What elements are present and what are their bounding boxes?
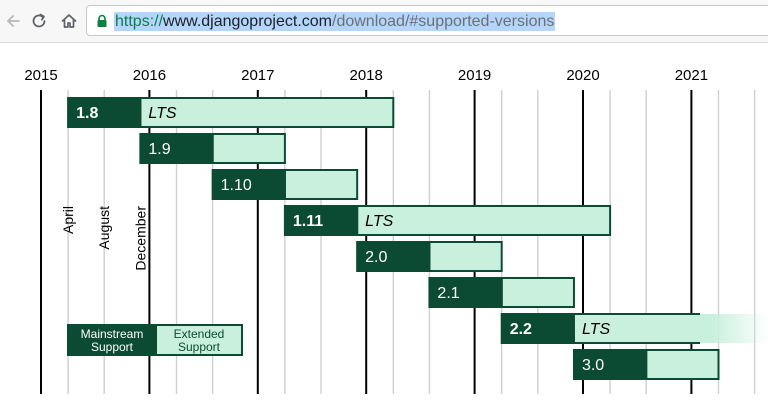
back-arrow-icon [7,15,20,27]
year-label: 2021 [675,67,708,84]
url-scheme: https:// [115,13,164,30]
version-label: 1.10 [221,177,252,194]
release-bar-3-0: 3.0 [572,349,720,380]
release-bars: 1.8 LTS 1.9 1.10 1.11 LTS 2.0 2.1 2.2 LTS 3.0 [67,97,768,380]
lock-icon [97,14,107,27]
year-label: 2020 [566,67,599,84]
mainstream-support-segment [139,133,214,164]
year-label: 2018 [350,67,383,84]
version-label: 1.11 [293,213,323,230]
release-bar-2-0: 2.0 [356,241,503,272]
month-labels: April August December [60,206,148,271]
month-label: August [96,206,112,250]
version-label: 3.0 [582,357,604,374]
reload-button[interactable] [26,6,52,36]
mainstream-support-segment [500,313,575,344]
release-timeline-chart: 2015 2016 2017 2018 2019 2020 2021 April August… [24,67,768,394]
release-bar-2-1: 2.1 [428,277,575,308]
legend-mainstream-swatch [67,324,157,356]
year-label: 2019 [458,67,491,84]
url-text[interactable]: https://www.djangoproject.com/download/#… [114,12,556,31]
mainstream-support-segment [67,97,142,128]
extended-support-segment [211,133,286,164]
mainstream-support-segment [428,277,503,308]
release-bar-1-11: 1.11 LTS [283,205,612,236]
mainstream-support-segment [283,205,359,236]
year-label: 2015 [24,67,57,84]
address-bar[interactable]: https://www.djangoproject.com/download/#… [86,5,768,36]
extended-support-segment [428,241,503,272]
legend-extended-swatch [155,324,243,356]
year-labels: 2015 2016 2017 2018 2019 2020 2021 [24,67,708,84]
browser-toolbar: https://www.djangoproject.com/download/#… [0,0,768,43]
version-label: 1.9 [148,141,170,158]
reload-icon [32,13,46,28]
extended-support-segment [283,169,359,200]
lts-label: LTS [582,321,610,338]
version-label: 2.0 [365,249,387,266]
release-bar-1-9: 1.9 [139,133,286,164]
release-bar-2-2: 2.2 LTS [500,313,768,344]
extended-support-segment [500,277,575,308]
mainstream-support-segment [572,349,648,380]
back-button[interactable] [0,6,26,36]
release-bar-1-8: 1.8 LTS [67,97,395,128]
url-path: /download/#supported-versions [332,13,555,30]
home-icon [61,14,77,28]
extended-support-segment [139,97,395,128]
extended-support-segment [645,349,720,380]
support-legend: Mainstream Support Extended Support [67,324,243,356]
legend-extended-label: Extended Support [174,327,225,354]
version-label: 2.2 [510,321,532,338]
url-host: www.djangoproject.com [163,13,332,30]
month-label: April [60,206,76,234]
lts-label: LTS [365,213,393,230]
year-label: 2017 [241,67,274,84]
version-label: 2.1 [437,285,459,302]
mainstream-support-segment [356,241,431,272]
release-bar-1-10: 1.10 [211,169,359,200]
year-label: 2016 [133,67,166,84]
month-label: December [132,206,148,271]
home-button[interactable] [56,6,82,36]
legend-mainstream-label: Mainstream Support [81,327,144,354]
extended-support-segment [573,314,768,343]
extended-support-segment [356,205,612,236]
mainstream-support-segment [211,169,286,200]
lts-label: LTS [148,105,176,122]
version-label: 1.8 [76,105,98,122]
